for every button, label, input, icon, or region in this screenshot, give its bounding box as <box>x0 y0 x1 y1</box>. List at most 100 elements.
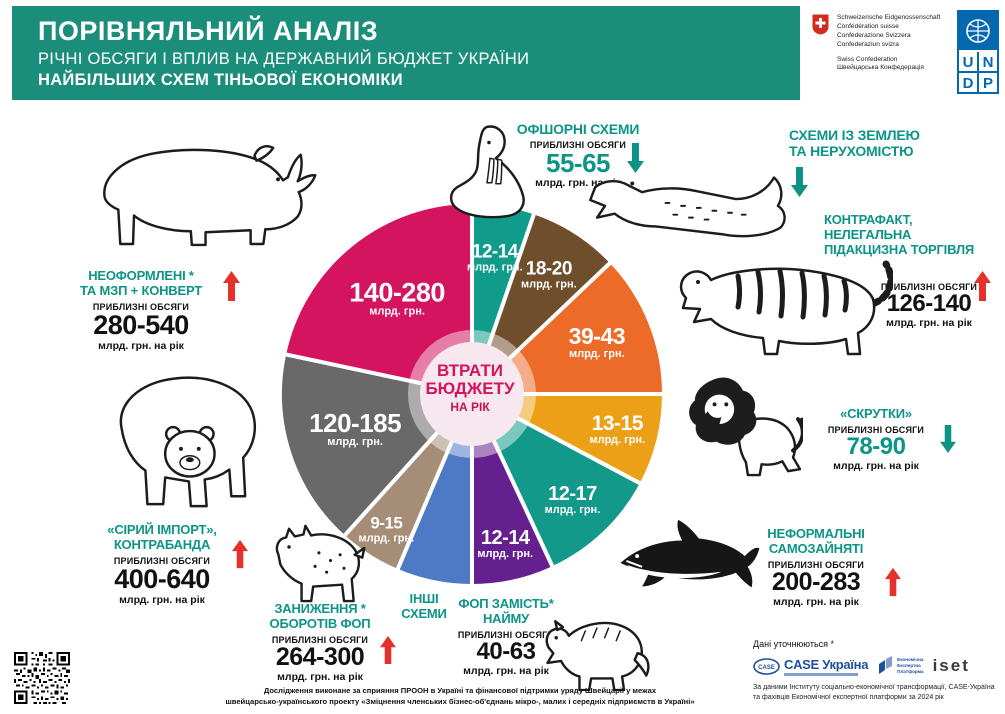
pie-segment <box>470 392 644 570</box>
svg-text:D: D <box>963 75 974 92</box>
page-subtitle: РІЧНІ ОБСЯГИ І ВПЛИВ НА ДЕРЖАВНИЙ БЮДЖЕТ… <box>38 50 530 68</box>
case-tagline-bar <box>784 672 858 676</box>
callout-skrutky: «СКРУТКИ» ПРИБЛИЗНІ ОБСЯГИ 78-90 млрд. г… <box>822 406 956 472</box>
source-attribution: За даними Інституту соціально-економічно… <box>753 683 1003 703</box>
value-unit: млрд. грн. на рік <box>463 664 549 677</box>
pie-segment-unit: млрд. грн. <box>467 262 523 274</box>
approx-label: ПРИБЛИЗНІ ОБСЯГИ <box>457 629 555 640</box>
swiss-line: Швейцарська Конфедерація <box>837 64 924 72</box>
swiss-logo-text: Schweizerische Eidgenossenschaft Confédé… <box>837 14 940 73</box>
trend-up-arrow-icon <box>380 636 396 664</box>
svg-text:N: N <box>983 54 994 71</box>
eep-line: Економічна <box>897 657 924 663</box>
walrus-illustration <box>449 125 525 219</box>
approx-value: 55-65 <box>546 148 611 179</box>
trend-up-arrow-icon <box>885 567 901 597</box>
callout-title: ОБОРОТІВ ФОП <box>269 615 371 631</box>
approx-label: ПРИБЛИЗНІ ОБСЯГИ <box>880 281 978 292</box>
callout-title: ПІДАКЦИЗНА ТОРГІВЛЯ <box>824 241 975 257</box>
value-unit: млрд. грн. на рік <box>886 316 972 329</box>
callout-underreported-fop-turnover: ЗАНИЖЕННЯ * ОБОРОТІВ ФОП ПРИБЛИЗНІ ОБСЯГ… <box>262 601 396 683</box>
swiss-line: Schweizerische Eidgenossenschaft <box>837 14 941 21</box>
svg-text:CASE: CASE <box>758 665 775 671</box>
trend-up-arrow-icon <box>232 539 248 569</box>
project-credit-footer: Дослідження виконане за сприяння ПРООН в… <box>170 686 750 707</box>
callout-offshore-schemes: ОФШОРНІ СХЕМИ ПРИБЛИЗНІ ОБСЯГИ 55-65 млр… <box>498 121 658 189</box>
bear-illustration <box>119 376 256 508</box>
swiss-line: Confederazione Svizzera <box>837 31 911 39</box>
pie-segment-value: 9-15 <box>370 513 402 532</box>
callout-informal-self-employed: НЕФОРМАЛЬНІ САМОЗАЙНЯТІ ПРИБЛИЗНІ ОБСЯГИ… <box>757 526 901 608</box>
lynx-illustration <box>275 524 366 603</box>
callout-title: ТА МЗП + КОНВЕРТ <box>80 282 202 298</box>
pie-segment-value: 120-185 <box>309 408 401 438</box>
callout-other-schemes: ІНШІ СХЕМИ <box>392 591 456 622</box>
approx-label: ПРИБЛИЗНІ ОБСЯГИ <box>271 634 369 645</box>
callout-title: НАЙМУ <box>482 610 530 626</box>
swiss-shield-icon <box>812 14 829 35</box>
qr-code <box>14 652 70 704</box>
partner-logos-row: CASE CASE Україна Економічна Експертна П… <box>753 656 1003 676</box>
trend-down-arrow-icon <box>791 167 808 197</box>
shark-illustration <box>620 519 760 588</box>
pie-segment-value: 140-280 <box>349 277 445 307</box>
callout-title: ТА НЕРУХОМІСТЮ <box>789 143 914 160</box>
callout-gray-import-smuggling: «СІРИЙ ІМПОРТ», КОНТРАБАНДА ПРИБЛИЗНІ ОБ… <box>96 522 248 606</box>
trend-up-arrow-icon <box>974 271 991 301</box>
swiss-line: Confederaziun svizra <box>837 40 899 48</box>
undp-logo: U N D P <box>957 10 999 99</box>
approx-value: 280-540 <box>93 309 189 340</box>
page-subtitle-bold: НАЙБІЛЬШИХ СХЕМ ТІНЬОВОЇ ЕКОНОМІКИ <box>38 71 403 89</box>
crocodile-illustration <box>589 176 786 238</box>
case-ukraine-label: CASE Україна <box>784 656 869 672</box>
eep-icon <box>879 656 893 674</box>
iset-logo: iset <box>932 656 970 675</box>
callout-title: КОНТРАБАНДА <box>113 536 211 552</box>
trend-up-arrow-icon <box>223 271 240 301</box>
pie-segment-value: 18-20 <box>526 259 572 280</box>
approx-label: ПРИБЛИЗНІ ОБСЯГИ <box>529 140 627 151</box>
approx-value: 78-90 <box>846 432 906 460</box>
approx-value: 264-300 <box>275 642 365 671</box>
pie-center-line: НА РІК <box>450 399 490 414</box>
callout-title: НЕОФОРМЛЕНІ * <box>88 268 194 283</box>
footer-line: Дослідження виконане за сприяння ПРООН в… <box>263 686 657 695</box>
callout-title: «СКРУТКИ» <box>840 406 912 421</box>
pie-segment-unit: млрд. грн. <box>359 532 415 544</box>
value-unit: млрд. грн. на рік <box>119 593 205 606</box>
callout-title: САМОЗАЙНЯТІ <box>768 540 864 556</box>
pie-segment-value: 12-14 <box>472 242 519 263</box>
pie-segment <box>470 259 666 396</box>
pie-segment-unit: млрд. грн. <box>569 348 625 360</box>
callout-title: ЗАНИЖЕННЯ * <box>274 601 366 616</box>
approx-label: ПРИБЛИЗНІ ОБСЯГИ <box>827 424 925 435</box>
callout-counterfeit-trade: КОНТРАФАКТ, НЕЛЕГАЛЬНА ПІДАКЦИЗНА ТОРГІВ… <box>824 212 999 329</box>
case-oval-icon: CASE <box>753 657 780 675</box>
swiss-line: Swiss Confederation <box>837 55 898 63</box>
value-unit: млрд. грн. на рік <box>277 670 363 683</box>
pie-segment-unit: млрд. грн. <box>521 279 577 291</box>
value-unit: млрд. грн. на рік <box>833 459 919 472</box>
svg-text:P: P <box>983 75 993 92</box>
pie-center-circle <box>420 342 524 446</box>
header-banner: ПОРІВНЯЛЬНИЙ АНАЛІЗ РІЧНІ ОБСЯГИ І ВПЛИВ… <box>12 6 800 100</box>
approx-label: ПРИБЛИЗНІ ОБСЯГИ <box>113 555 211 566</box>
svg-text:U: U <box>963 54 974 71</box>
callout-title: ОФШОРНІ СХЕМИ <box>516 121 640 137</box>
approx-value: 126-140 <box>886 289 972 317</box>
rhino-illustration <box>103 145 317 247</box>
pie-segment-unit: млрд. грн. <box>477 548 533 560</box>
undp-logo-icon: U N D P <box>957 10 999 94</box>
value-unit: млрд. грн. на рік <box>773 595 859 608</box>
pie-center-label: ВТРАТИ БЮДЖЕТУ НА РІК <box>408 361 532 414</box>
source-line: За даними Інституту соціально-економічно… <box>753 684 995 691</box>
approx-label: ПРИБЛИЗНІ ОБСЯГИ <box>767 559 865 570</box>
eep-line: Експертна <box>897 663 921 669</box>
wolf-illustration <box>545 620 650 691</box>
pie-segment <box>282 200 474 396</box>
approx-value: 200-283 <box>771 567 861 596</box>
callout-title: НЕЛЕГАЛЬНА <box>824 226 912 242</box>
approx-value: 400-640 <box>114 563 210 594</box>
pie-segment-unit: млрд. грн. <box>327 436 383 448</box>
